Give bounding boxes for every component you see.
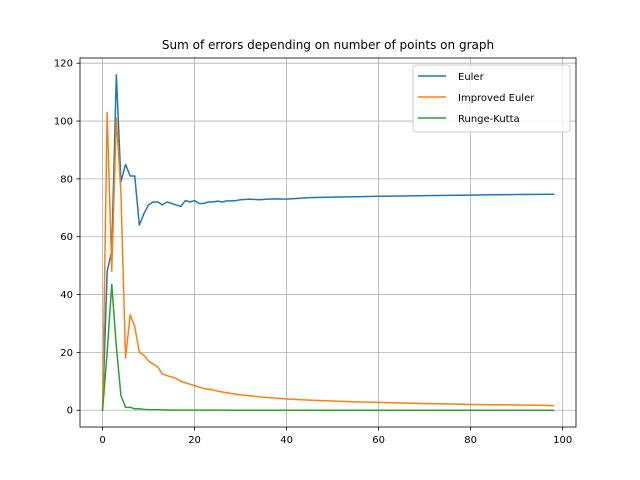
chart-title: Sum of errors depending on number of poi… [162, 38, 494, 52]
y-tick-label: 40 [60, 290, 73, 301]
legend-label: Runge-Kutta [458, 114, 520, 125]
x-tick-label: 0 [99, 435, 105, 446]
y-tick-label: 0 [67, 406, 73, 417]
x-tick-label: 20 [188, 435, 201, 446]
grid-lines [80, 58, 576, 427]
legend-label: Euler [458, 72, 485, 83]
x-tick-label: 60 [372, 435, 385, 446]
y-tick-label: 100 [54, 117, 73, 128]
y-tick-label: 80 [60, 174, 73, 185]
axis-ticks: 0 20 40 60 80 100 0 20 40 60 80 100 120 [54, 59, 572, 446]
legend-box [412, 64, 571, 133]
y-tick-label: 60 [60, 232, 73, 243]
series-line-runge-kutta [101, 283, 555, 412]
y-tick-label: 20 [60, 348, 73, 359]
axes-frame [79, 57, 577, 428]
y-tick-label: 120 [54, 59, 73, 70]
x-tick-label: 40 [280, 435, 293, 446]
x-tick-label: 100 [553, 435, 572, 446]
series-line-improved-euler [101, 111, 555, 411]
series-layer [101, 74, 555, 412]
series-line-euler [101, 74, 555, 412]
legend-label: Improved Euler [458, 93, 535, 104]
x-tick-label: 80 [464, 435, 477, 446]
legend: Euler Improved Euler Runge-Kutta [412, 64, 571, 133]
